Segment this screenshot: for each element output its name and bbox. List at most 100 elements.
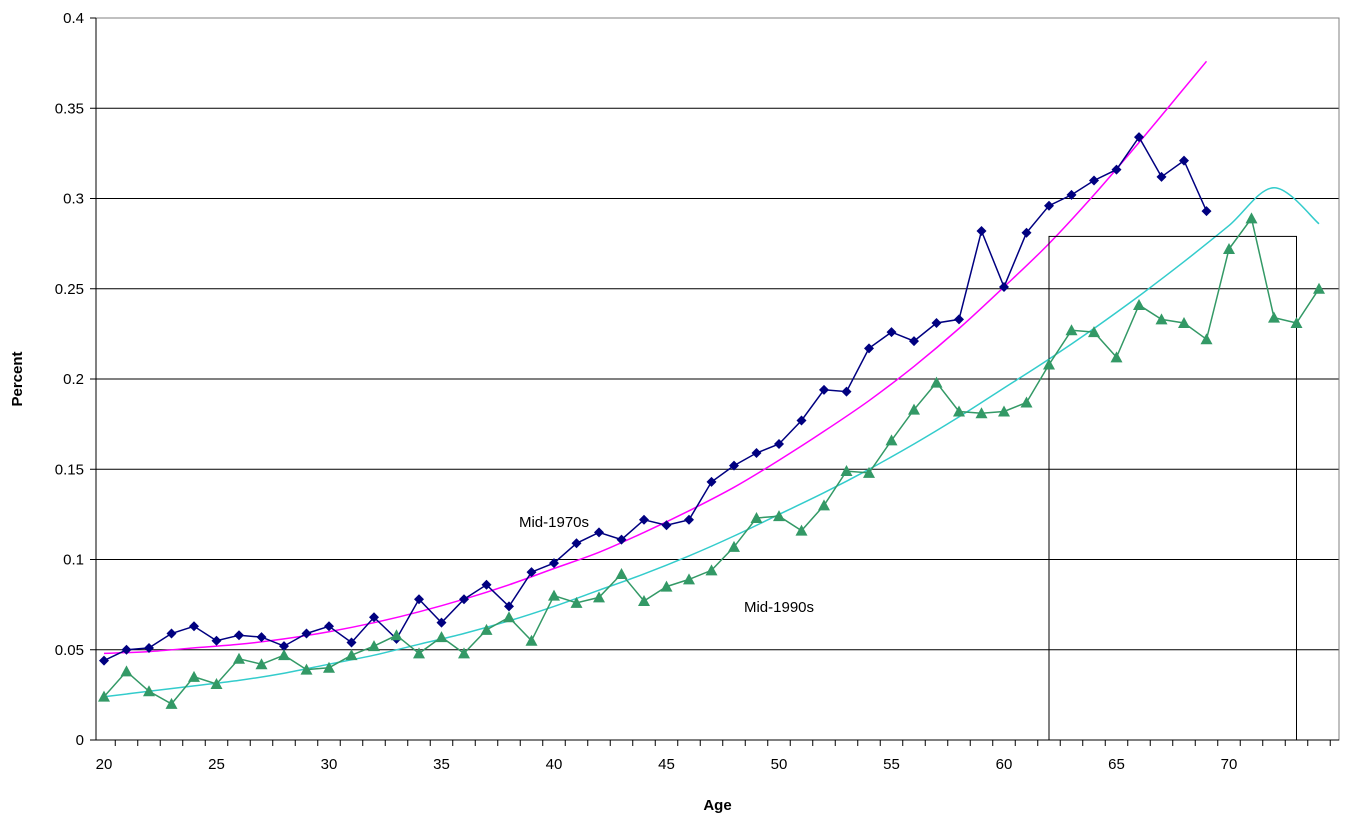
data-point <box>885 434 898 446</box>
data-point <box>976 225 987 236</box>
data-point <box>503 611 515 623</box>
data-point <box>840 465 853 477</box>
data-point <box>211 635 222 646</box>
data-point <box>570 596 583 608</box>
data-point <box>99 655 109 666</box>
data-point <box>458 647 470 659</box>
y-tick-label: 0 <box>76 732 84 749</box>
data-point <box>300 663 313 675</box>
x-axis-title: Age <box>703 797 731 814</box>
data-point <box>301 628 312 639</box>
data-point <box>886 327 897 338</box>
data-point <box>255 658 268 670</box>
data-point <box>795 524 808 536</box>
data-point <box>1313 282 1325 294</box>
data-point <box>796 415 807 426</box>
series-group <box>98 132 1325 709</box>
data-point <box>1245 212 1258 224</box>
data-point <box>1268 311 1280 323</box>
data-point <box>279 641 289 652</box>
x-tick-label: 30 <box>321 756 338 773</box>
data-point <box>1043 358 1055 370</box>
data-point <box>368 640 380 652</box>
y-tick-label: 0.05 <box>55 642 84 659</box>
y-tick-label: 0.15 <box>55 461 84 478</box>
data-point <box>526 567 537 578</box>
data-point <box>1044 200 1054 211</box>
data-point <box>729 460 739 471</box>
data-point <box>864 343 874 354</box>
series-line-0 <box>103 135 1208 662</box>
data-point <box>1155 313 1168 325</box>
highlight-box <box>1048 235 1297 741</box>
data-point <box>1156 171 1167 182</box>
data-point <box>953 405 965 417</box>
highlight-rectangle <box>1048 235 1297 741</box>
data-point <box>930 376 943 388</box>
y-axis-title: Percent <box>9 351 26 406</box>
data-point <box>166 628 177 639</box>
data-point <box>1089 175 1099 186</box>
data-point <box>189 621 199 632</box>
data-point <box>413 647 425 659</box>
data-point <box>661 520 672 531</box>
y-tick-label: 0.35 <box>55 100 84 117</box>
x-tick-label: 40 <box>546 756 563 773</box>
series-line-1 <box>103 216 1320 705</box>
data-point <box>841 386 852 397</box>
y-tick-label: 0.25 <box>55 281 84 298</box>
data-point <box>975 407 988 419</box>
y-tick-label: 0.4 <box>63 10 84 27</box>
trendline-2 <box>103 60 1208 655</box>
data-point <box>773 510 785 522</box>
annotation-label: Mid-1970s <box>519 514 589 531</box>
data-point <box>504 601 514 612</box>
annotations: Mid-1970s Mid-1990s <box>519 514 814 616</box>
data-point <box>594 527 604 538</box>
data-point <box>144 642 154 653</box>
data-point <box>750 511 763 523</box>
data-point <box>1110 351 1123 363</box>
gridlines <box>96 17 1339 651</box>
y-tick-label: 0.3 <box>63 191 84 208</box>
data-point <box>1111 164 1122 175</box>
trendline-3 <box>103 186 1320 698</box>
data-point <box>818 499 830 511</box>
data-point <box>414 594 424 605</box>
x-tick-label: 25 <box>208 756 225 773</box>
data-point <box>1200 333 1213 345</box>
data-point <box>188 670 200 682</box>
x-tick-label: 20 <box>96 756 113 773</box>
x-tick-label: 50 <box>771 756 788 773</box>
data-point <box>1088 326 1100 338</box>
annotation-label: Mid-1990s <box>744 599 814 616</box>
data-point <box>435 631 448 643</box>
data-point <box>954 314 964 325</box>
data-point <box>998 405 1010 417</box>
data-point <box>323 661 335 673</box>
data-point <box>548 589 560 601</box>
data-point <box>345 649 358 661</box>
data-point <box>143 685 155 697</box>
data-point <box>1133 298 1145 310</box>
data-point <box>774 438 784 449</box>
data-point <box>459 594 469 605</box>
series-0 <box>99 132 1212 666</box>
data-point <box>616 534 627 545</box>
x-tick-label: 65 <box>1108 756 1125 773</box>
series-1 <box>98 212 1325 709</box>
data-point <box>121 644 132 655</box>
data-point <box>684 514 694 525</box>
y-tick-label: 0.1 <box>63 552 84 569</box>
data-point <box>639 514 649 525</box>
data-point <box>324 621 334 632</box>
x-tick-label: 60 <box>996 756 1013 773</box>
x-tick-label: 35 <box>433 756 450 773</box>
data-point <box>346 637 357 648</box>
data-point <box>638 595 650 607</box>
data-point <box>390 629 403 641</box>
data-point <box>481 579 492 590</box>
data-point <box>549 558 559 569</box>
data-point <box>1178 317 1190 329</box>
